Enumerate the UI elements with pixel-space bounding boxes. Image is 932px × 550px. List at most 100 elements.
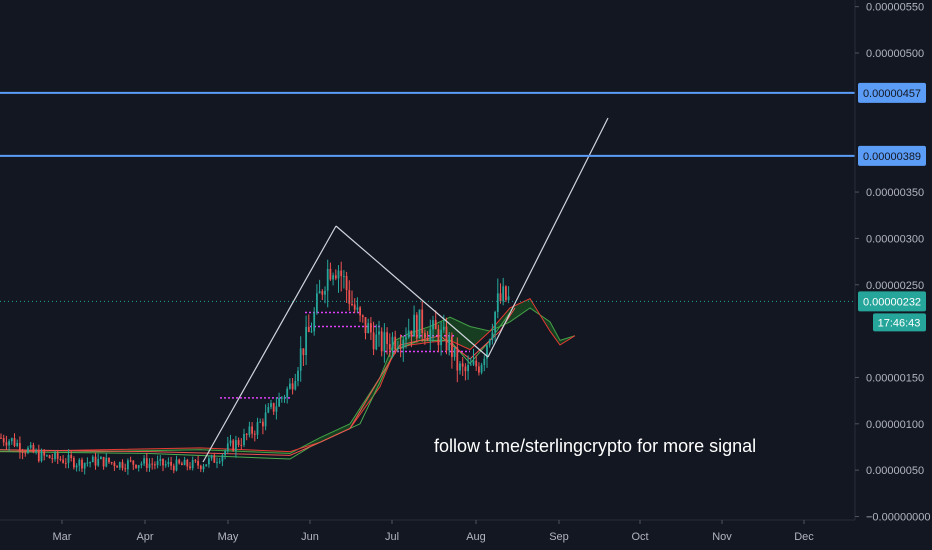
candle-body xyxy=(91,456,94,463)
price-axis[interactable]: 0.00000550 0.00000500 0.00000350 0.00000300… xyxy=(855,2,931,524)
candle-body xyxy=(305,326,307,356)
candle-body xyxy=(127,460,129,470)
countdown-tag xyxy=(873,313,926,332)
candle-body xyxy=(370,323,372,333)
candle-body xyxy=(110,462,113,464)
candle-body xyxy=(334,275,337,279)
candle-body xyxy=(502,286,505,302)
candle-body xyxy=(102,456,105,467)
candle-body xyxy=(402,339,405,349)
x-tick-label: Apr xyxy=(136,531,153,543)
candle-body xyxy=(418,309,421,339)
candle-body xyxy=(326,268,329,291)
candle-body xyxy=(386,332,388,344)
candle-body xyxy=(480,364,483,373)
candle-body xyxy=(132,460,135,465)
candle-body xyxy=(189,466,191,469)
candle-body xyxy=(283,397,286,399)
candle-body xyxy=(421,309,424,334)
candle-body xyxy=(361,315,364,318)
candle-body xyxy=(113,462,116,467)
candle-body xyxy=(464,366,467,372)
trend-line[interactable] xyxy=(487,117,609,358)
candle-body xyxy=(83,463,86,469)
candle-body xyxy=(437,329,440,346)
candle-body xyxy=(51,458,54,460)
candle-body xyxy=(5,442,8,446)
candle-body xyxy=(251,426,253,434)
candle-body xyxy=(194,460,197,462)
candle-body xyxy=(135,464,137,468)
current-price-label: 0.00000232 xyxy=(863,296,921,308)
candle-body xyxy=(429,329,432,341)
candle-body xyxy=(16,442,19,446)
candle-body xyxy=(440,329,442,346)
y-tick-label: 0.00000150 xyxy=(866,372,924,384)
candle-body xyxy=(467,364,469,372)
candle-body xyxy=(56,452,59,459)
candle-body xyxy=(243,433,245,446)
candle-body xyxy=(413,314,415,337)
price-tags: 0.00000457 0.00000389 0.00000232 17:46:43 xyxy=(858,82,926,332)
candle-body xyxy=(235,440,237,451)
candle-body xyxy=(356,307,359,310)
candle-body xyxy=(445,326,448,351)
candle-body xyxy=(175,459,178,471)
x-tick-label: Jun xyxy=(301,531,319,543)
time-axis[interactable]: Mar Apr May Jun Jul Aug Sep Oct Nov Dec xyxy=(53,520,815,543)
candle-body xyxy=(191,460,194,469)
candle-body xyxy=(407,330,410,338)
trend-line[interactable] xyxy=(202,225,337,463)
x-tick-label: Sep xyxy=(549,531,569,543)
candle-body xyxy=(329,268,332,280)
candle-body xyxy=(337,270,340,279)
level-price-label: 0.00000457 xyxy=(863,88,921,100)
candle-body xyxy=(240,444,243,446)
candle-body xyxy=(224,451,226,456)
candle-body xyxy=(486,345,488,359)
candle-body xyxy=(216,462,218,464)
candle-body xyxy=(229,440,232,444)
candle-body xyxy=(181,463,183,466)
candle-body xyxy=(272,403,275,412)
candle-body xyxy=(442,326,445,330)
candle-body xyxy=(289,383,291,389)
candle-body xyxy=(154,464,156,466)
candle-body xyxy=(475,360,478,367)
x-tick-label: Jul xyxy=(385,531,399,543)
candle-body xyxy=(343,276,345,278)
candle-body xyxy=(340,270,343,277)
candle-body xyxy=(394,336,397,349)
candle-body xyxy=(262,421,264,427)
cloud-span-b xyxy=(0,298,576,453)
candle-body xyxy=(86,462,89,464)
candle-body xyxy=(24,452,27,454)
x-tick-label: Nov xyxy=(712,531,732,543)
candle-body xyxy=(448,336,451,351)
candle-body xyxy=(424,333,426,339)
candle-body xyxy=(415,314,418,339)
candle-body xyxy=(81,459,83,469)
candle-body xyxy=(483,358,486,365)
candle-body xyxy=(459,363,461,371)
candle-body xyxy=(248,426,251,435)
candle-body xyxy=(162,458,164,466)
candle-body xyxy=(73,458,75,468)
candle-body xyxy=(267,407,270,413)
y-tick-label: 0.00000100 xyxy=(866,419,924,431)
candle-body xyxy=(124,468,127,470)
horizontal-levels[interactable] xyxy=(0,91,855,302)
candle-body xyxy=(253,433,256,435)
candle-body xyxy=(388,343,391,350)
y-tick-label: 0.00000500 xyxy=(866,48,924,60)
candle-body xyxy=(0,437,2,439)
candle-body xyxy=(213,455,216,463)
candle-body xyxy=(318,291,321,294)
candle-body xyxy=(32,444,35,453)
trend-line[interactable] xyxy=(335,225,489,358)
candle-body xyxy=(151,463,154,465)
candle-body xyxy=(46,455,48,457)
candle-body xyxy=(399,347,402,349)
trend-lines[interactable] xyxy=(202,117,609,463)
